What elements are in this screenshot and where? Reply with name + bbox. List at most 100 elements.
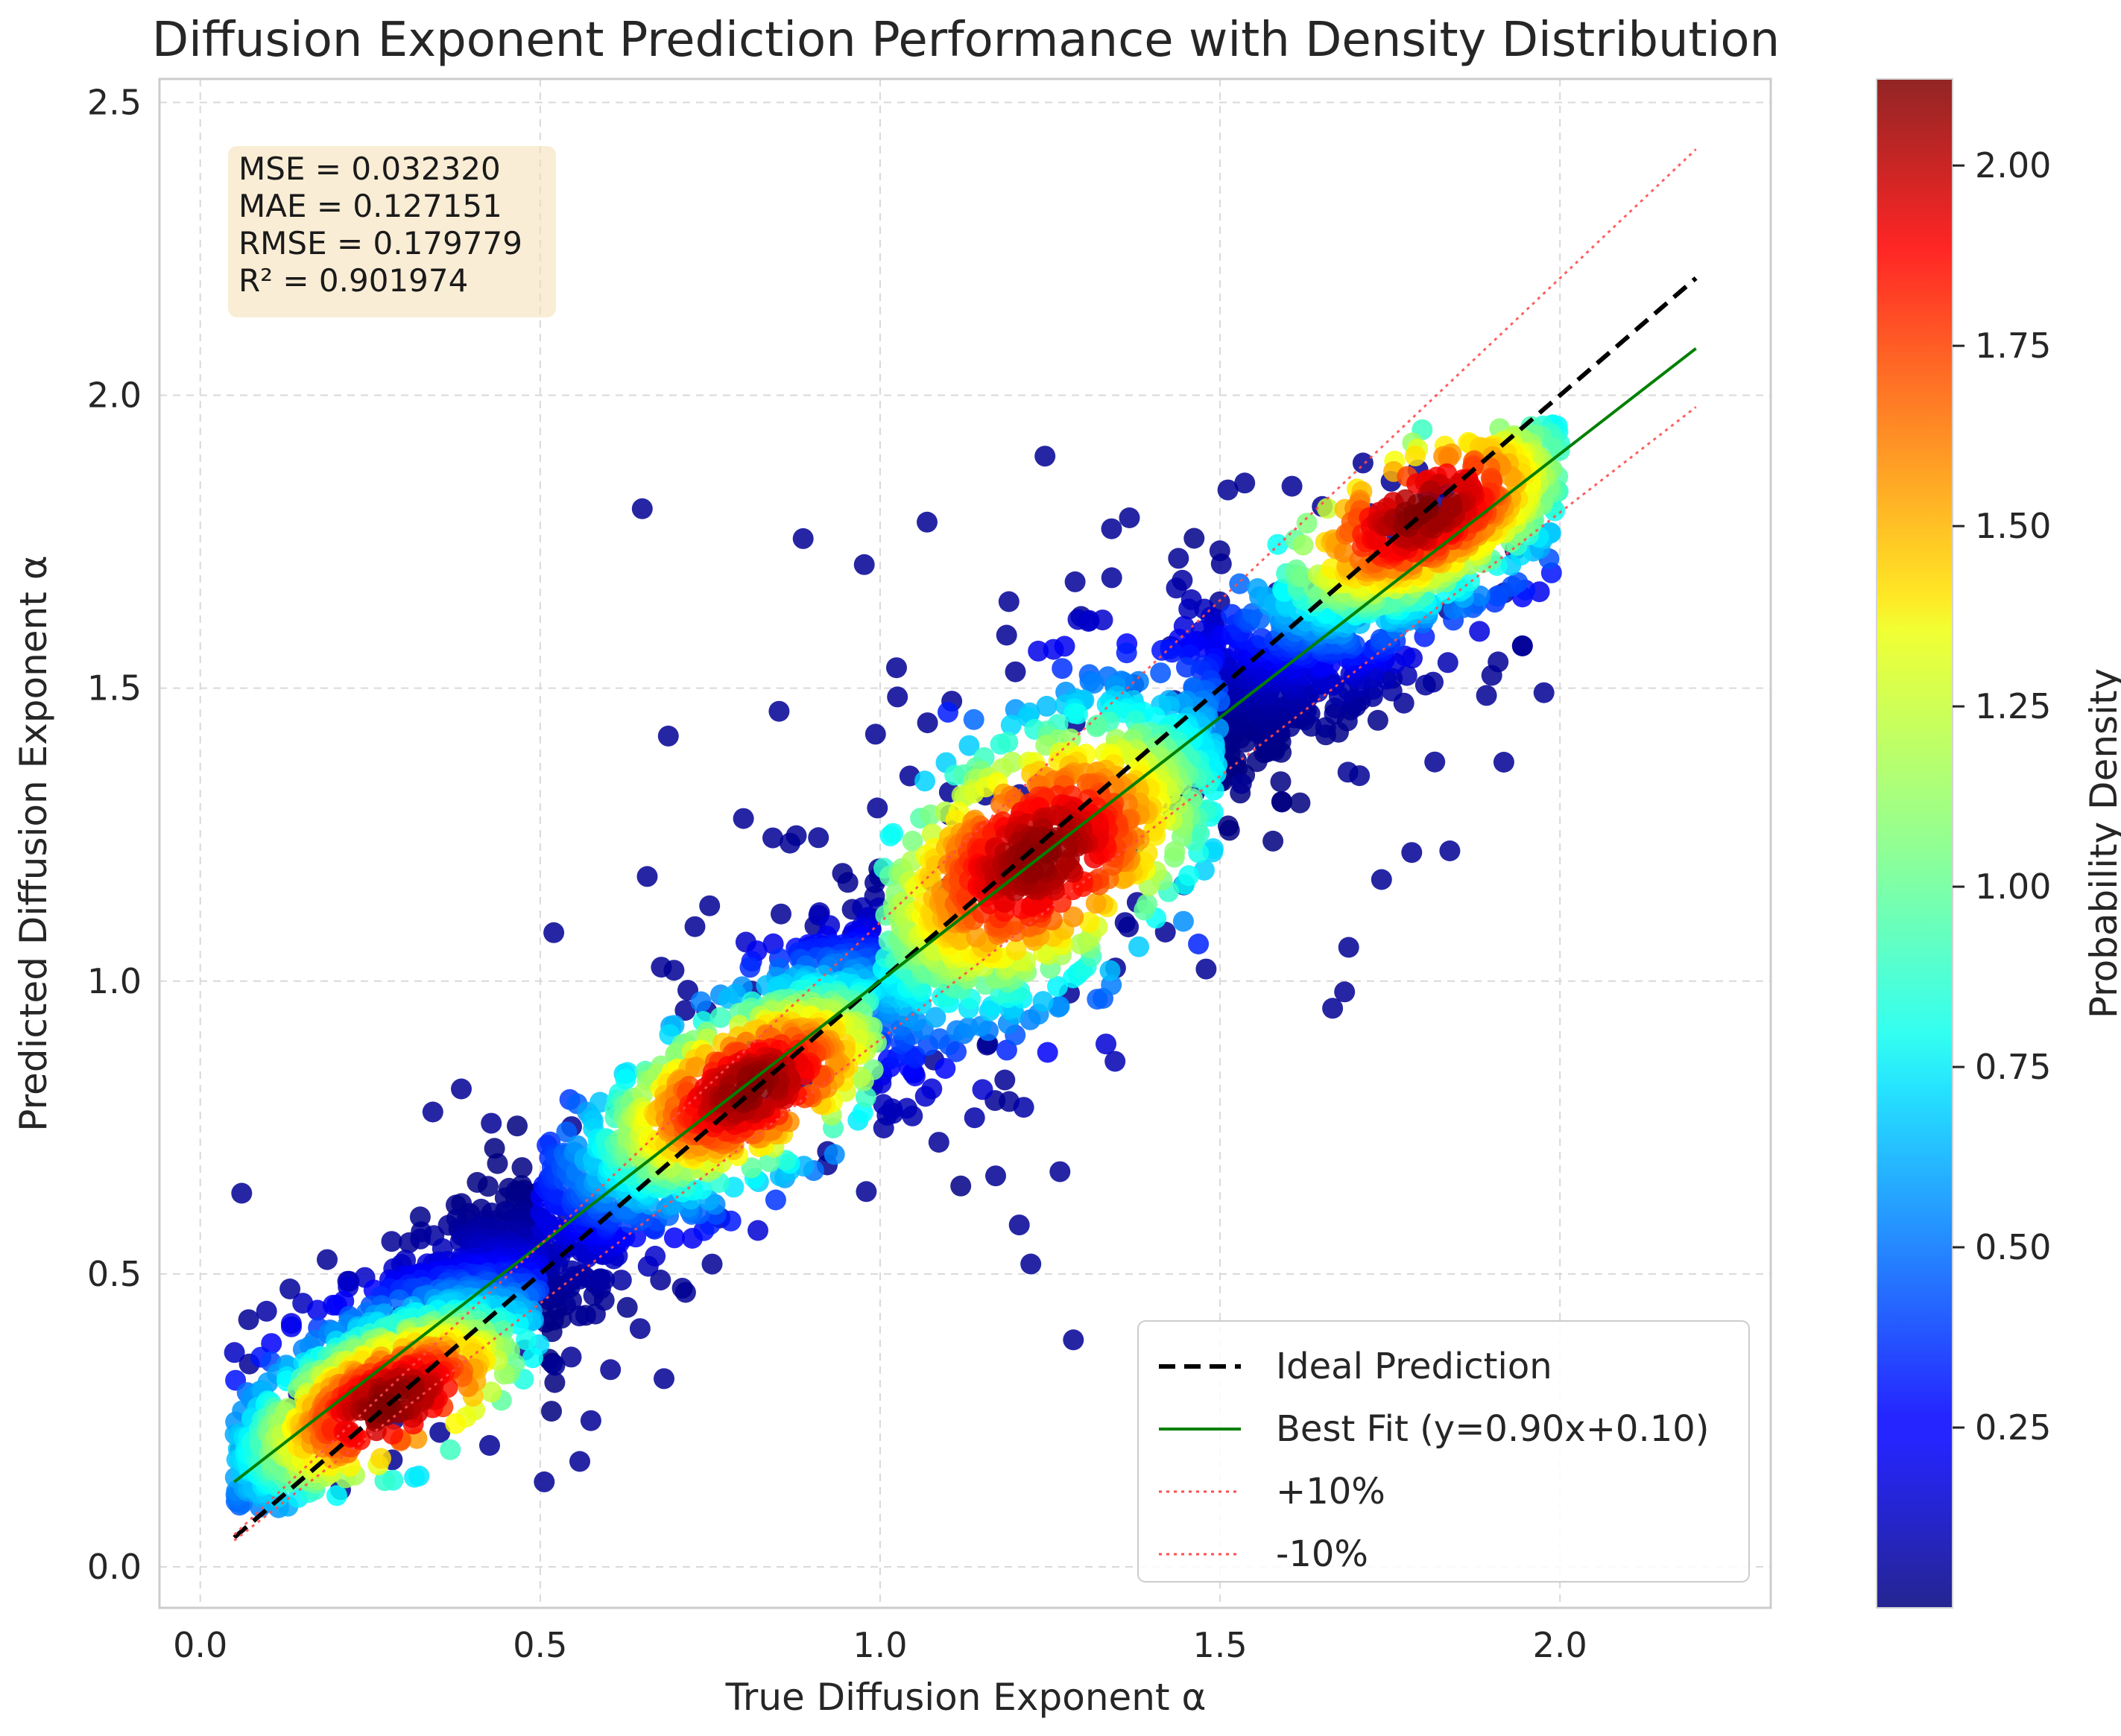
scatter-point xyxy=(917,511,938,533)
scatter-point xyxy=(1150,662,1172,684)
scatter-point xyxy=(231,1182,253,1204)
scatter-point xyxy=(481,1112,502,1134)
metrics-text: MSE = 0.032320 MAE = 0.127151 RMSE = 0.1… xyxy=(238,151,522,300)
colorbar-tick-label: 1.00 xyxy=(1975,867,2051,907)
scatter-point xyxy=(451,1078,472,1100)
scatter-point xyxy=(1178,865,1200,887)
scatter-point xyxy=(1352,452,1374,474)
scatter-point xyxy=(663,1227,685,1249)
scatter-point xyxy=(917,712,938,734)
scatter-point xyxy=(701,1253,723,1275)
scatter-point xyxy=(1394,645,1416,667)
scatter-point xyxy=(1028,640,1049,662)
scatter-point xyxy=(1188,934,1210,954)
x-tick-label: 0.5 xyxy=(513,1625,567,1665)
scatter-point xyxy=(1217,815,1239,837)
scatter-point xyxy=(1469,621,1491,642)
scatter-point xyxy=(534,1471,555,1492)
colorbar-tick-label: 2.00 xyxy=(1975,145,2051,186)
scatter-point xyxy=(1322,998,1344,1019)
scatter-point xyxy=(1183,528,1205,549)
y-axis-label: Predicted Diffusion Exponent α xyxy=(12,555,55,1131)
scatter-point xyxy=(629,1318,651,1340)
scatter-point xyxy=(238,1309,259,1331)
scatter-point xyxy=(544,1355,566,1376)
metric-r2: R² = 0.901974 xyxy=(238,262,469,299)
y-tick-label: 2.5 xyxy=(87,82,142,122)
scatter-point xyxy=(256,1300,277,1322)
scatter-point xyxy=(887,686,908,708)
scatter-point xyxy=(792,528,814,549)
scatter-point xyxy=(645,1246,666,1267)
scatter-point xyxy=(855,1086,876,1108)
metric-rmse: RMSE = 0.179779 xyxy=(238,225,522,262)
scatter-point xyxy=(1086,716,1107,738)
scatter-point xyxy=(422,1101,443,1123)
scatter-point xyxy=(1423,671,1444,693)
scatter-point xyxy=(1533,682,1555,703)
grid-layer xyxy=(159,79,1771,1608)
scatter-point xyxy=(1367,709,1388,731)
scatter-point xyxy=(1099,960,1121,981)
scatter-point xyxy=(1083,673,1104,694)
scatter-point xyxy=(739,957,761,978)
scatter-point xyxy=(1101,518,1122,539)
scatter-point xyxy=(326,1485,347,1507)
scatter-point xyxy=(543,922,565,943)
scatter-point xyxy=(690,991,712,1013)
scatter-point xyxy=(1128,671,1149,692)
scatter-point xyxy=(1349,765,1371,787)
scatter-point xyxy=(600,1359,622,1381)
scatter-point xyxy=(1128,936,1149,957)
scatter-point xyxy=(1178,598,1200,620)
scatter-point xyxy=(1296,513,1318,534)
scatter-point xyxy=(864,723,886,745)
metric-mse: MSE = 0.032320 xyxy=(238,151,501,187)
scatter-point xyxy=(998,591,1020,612)
scatter-points xyxy=(224,414,1570,1518)
scatter-point xyxy=(1166,577,1187,599)
colorbar-gradient xyxy=(1876,78,1953,1609)
scatter-point xyxy=(824,1144,845,1165)
scatter-point xyxy=(610,1270,632,1291)
scatter-point xyxy=(1101,567,1122,589)
scatter-point xyxy=(1032,991,1054,1013)
x-tick-label: 1.5 xyxy=(1193,1625,1248,1665)
scatter-point xyxy=(964,1107,985,1129)
scatter-point xyxy=(541,1401,562,1422)
scatter-point xyxy=(970,1016,992,1037)
scatter-point xyxy=(1176,656,1197,678)
scatter-point xyxy=(1281,475,1303,497)
scatter-point xyxy=(317,1249,338,1270)
scatter-point xyxy=(1000,715,1022,736)
scatter-point xyxy=(1008,1214,1030,1236)
scatter-point xyxy=(1476,685,1497,706)
scatter-point xyxy=(1037,1042,1058,1063)
scatter-point xyxy=(1217,479,1239,501)
scatter-point xyxy=(1195,958,1217,980)
scatter-point xyxy=(1404,445,1426,466)
scatter-point xyxy=(958,735,980,756)
scatter-point xyxy=(511,1157,533,1179)
scatter-point xyxy=(837,872,859,893)
scatter-point xyxy=(224,1342,245,1363)
scatter-point xyxy=(1047,976,1068,997)
scatter-point xyxy=(718,988,739,1010)
scatter-point xyxy=(1210,553,1232,574)
scatter-point xyxy=(1488,651,1509,673)
scatter-point xyxy=(1063,1329,1084,1351)
y-tick-label: 2.0 xyxy=(87,376,142,416)
scatter-point xyxy=(808,827,829,849)
scatter-point xyxy=(674,1000,696,1021)
scatter-point xyxy=(873,1094,894,1115)
scatter-point xyxy=(1005,661,1026,682)
scatter-point xyxy=(1078,911,1100,933)
scatter-point xyxy=(902,830,923,852)
colorbar-tick-label: 0.75 xyxy=(1975,1047,2051,1087)
chart-title: Diffusion Exponent Prediction Performanc… xyxy=(152,13,1780,68)
scatter-point xyxy=(616,1296,638,1318)
scatter-point xyxy=(771,903,791,925)
scatter-point xyxy=(370,1448,391,1469)
scatter-point xyxy=(1034,446,1056,467)
